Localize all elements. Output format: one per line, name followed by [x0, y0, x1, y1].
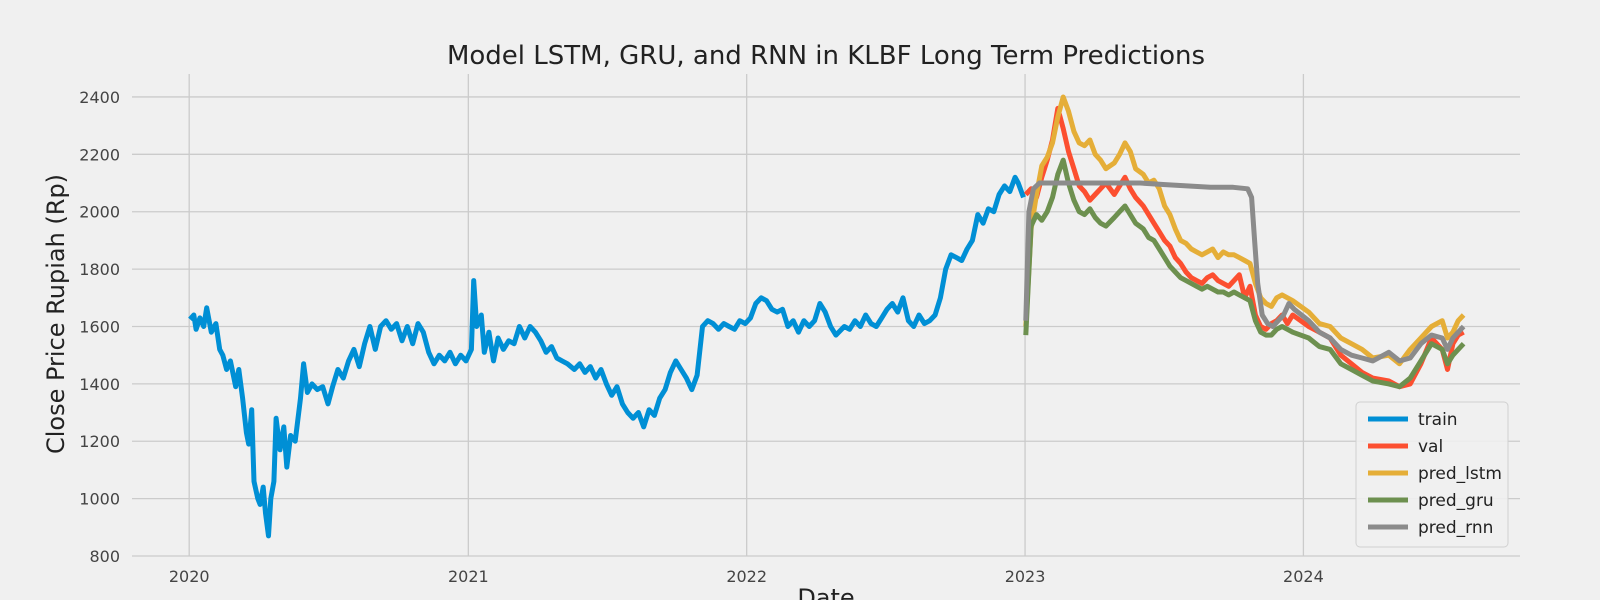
- legend-entry: pred_rnn: [1418, 518, 1493, 538]
- y-tick-label: 1200: [79, 432, 120, 451]
- x-tick-label: 2020: [169, 567, 210, 586]
- series-line-val: [1023, 105, 1465, 390]
- y-tick-label: 1000: [79, 490, 120, 509]
- y-tick-label: 2000: [79, 203, 120, 222]
- x-axis-title: Date: [797, 584, 854, 600]
- series-line-train: [188, 174, 1026, 539]
- grid: [132, 74, 1520, 557]
- y-tick-label: 2400: [79, 88, 120, 107]
- y-tick-label: 1400: [79, 375, 120, 394]
- chart-title: Model LSTM, GRU, and RNN in KLBF Long Te…: [447, 41, 1205, 71]
- y-tick-label: 2200: [79, 145, 120, 164]
- x-tick-label: 2022: [726, 567, 767, 586]
- x-tick-label: 2021: [448, 567, 489, 586]
- series-line-pred-rnn: [1023, 180, 1466, 364]
- legend-entry: val: [1418, 437, 1443, 457]
- legend-entry: pred_lstm: [1418, 464, 1502, 484]
- legend-box: [1355, 401, 1509, 548]
- legend: train val pred_lstm pred_gru pred_rnn: [1355, 401, 1509, 548]
- legend-entry: train: [1418, 410, 1458, 430]
- y-tick-label: 800: [89, 547, 120, 566]
- legend-entry: pred_gru: [1418, 491, 1494, 511]
- y-tick-label: 1800: [79, 260, 120, 279]
- y-axis-title: Close Price Rupiah (Rp): [42, 174, 70, 454]
- y-tick-label: 1600: [79, 317, 120, 336]
- series-layer: [188, 94, 1466, 539]
- x-tick-label: 2024: [1283, 567, 1324, 586]
- tick-labels: 800 1000 1200 1400 1600 1800 2000 2200 2400 2020 2…: [79, 88, 1323, 586]
- series-line-pred-lstm: [1023, 94, 1466, 367]
- series-line-pred-gru: [1023, 157, 1466, 390]
- x-tick-label: 2023: [1005, 567, 1046, 586]
